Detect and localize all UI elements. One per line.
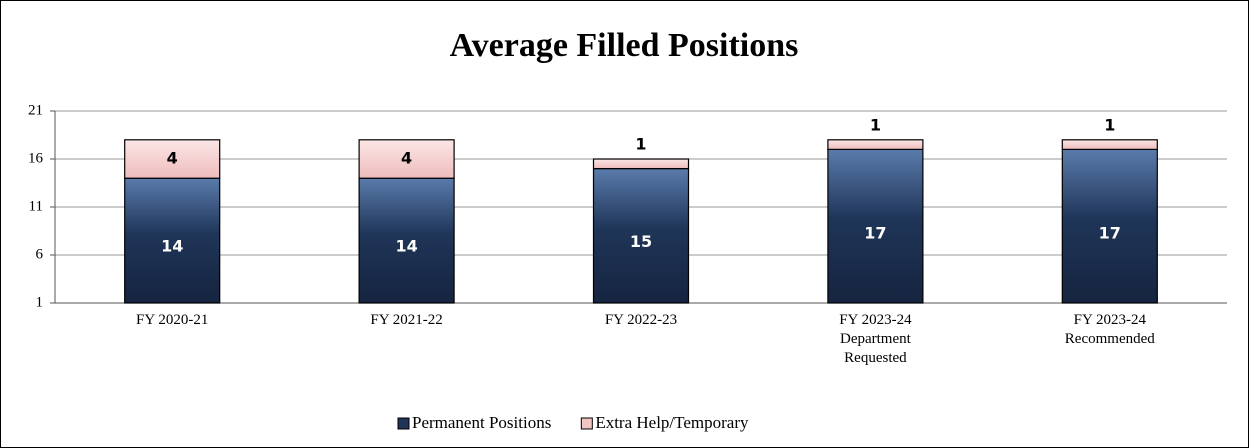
bar-segment xyxy=(827,139,924,151)
bar-segment xyxy=(1061,139,1158,151)
x-tick-label: FY 2022-23 xyxy=(605,312,677,328)
x-tick-label: FY 2023-24 Department Requested xyxy=(839,312,912,366)
bar-segment xyxy=(358,139,455,179)
data-label: 14 xyxy=(395,236,417,255)
x-tick-label: FY 2021-22 xyxy=(370,312,442,328)
y-tick-label: 16 xyxy=(28,150,44,166)
x-tick-label: FY 2023-24 Recommended xyxy=(1065,312,1155,347)
bar-segment xyxy=(592,168,690,304)
bar-segment xyxy=(827,148,924,304)
data-label: 4 xyxy=(401,149,412,168)
bar-segment xyxy=(124,177,221,304)
x-tick-label: FY 2020-21 xyxy=(136,312,208,328)
y-tick-label: 1 xyxy=(36,294,44,310)
bar-segment xyxy=(1061,148,1158,304)
data-label: 1 xyxy=(870,115,881,134)
bar-segment xyxy=(124,139,221,179)
legend-label: Extra Help/Temporary xyxy=(595,413,749,432)
legend-swatch xyxy=(580,417,593,430)
data-label: 14 xyxy=(161,236,183,255)
y-tick-label: 6 xyxy=(36,246,44,262)
y-tick-label: 21 xyxy=(28,102,43,118)
data-label: 17 xyxy=(1099,223,1121,242)
bar-segment xyxy=(592,158,690,170)
data-label: 15 xyxy=(630,232,652,251)
chart-title: Average Filled Positions xyxy=(450,27,799,64)
data-label: 4 xyxy=(167,149,178,168)
data-label: 1 xyxy=(635,135,646,154)
data-label: 17 xyxy=(864,223,886,242)
legend-label: Permanent Positions xyxy=(412,413,551,432)
legend-swatch xyxy=(397,417,410,430)
data-label: 1 xyxy=(1104,115,1115,134)
y-tick-label: 11 xyxy=(29,198,43,214)
